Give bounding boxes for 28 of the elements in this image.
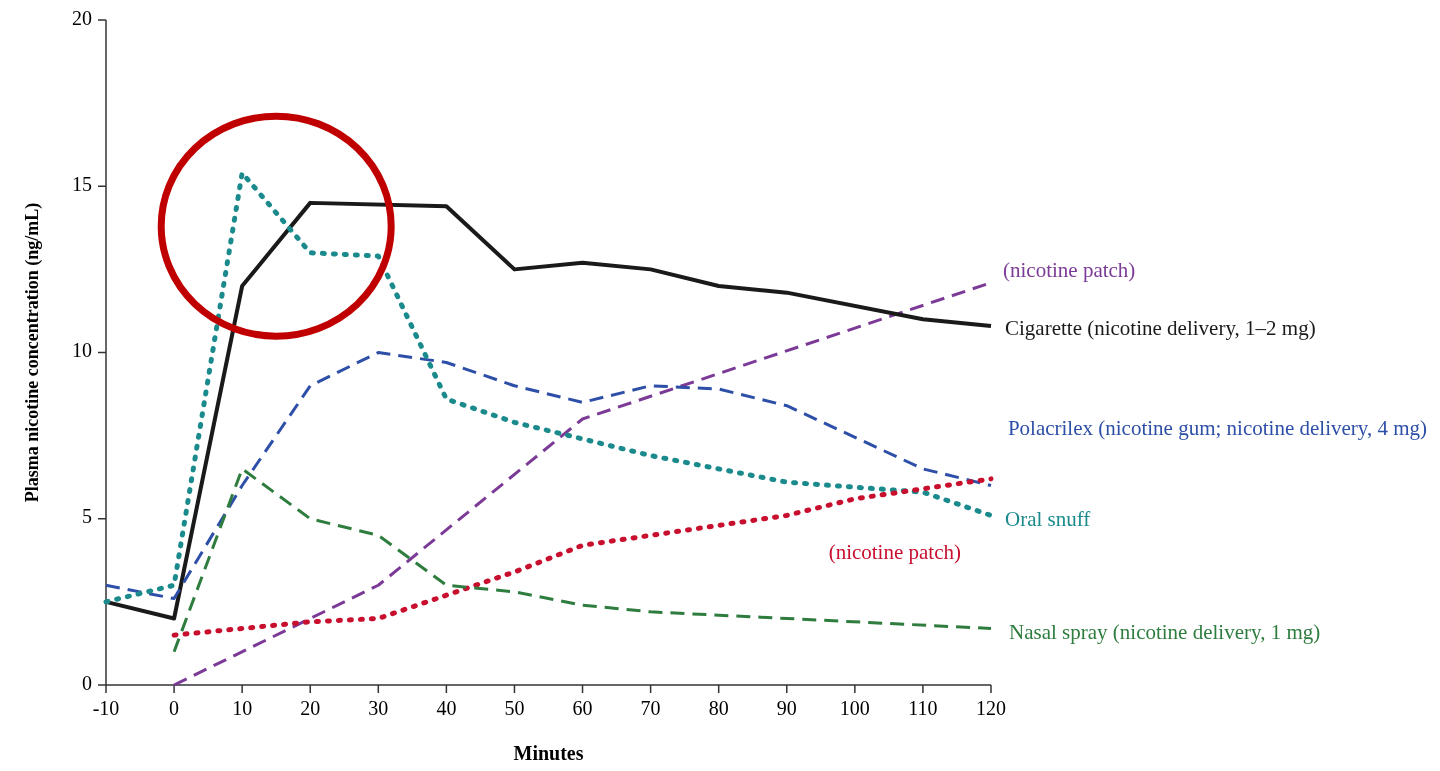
x-tick-label: 120 xyxy=(976,697,1006,719)
series-label: Nasal spray (nicotine delivery, 1 mg) xyxy=(1009,620,1321,645)
line-series xyxy=(104,351,993,601)
series-label: (nicotine patch) xyxy=(828,539,961,564)
x-tick-label: 30 xyxy=(368,697,389,719)
x-tick-label: 100 xyxy=(839,697,870,719)
x-tick-label: 110 xyxy=(908,697,938,719)
y-tick-label: 5 xyxy=(82,505,92,528)
series-label: Oral snuff xyxy=(1005,507,1091,532)
text: Polacrilex (nicotine gum; nicotine delivery, 4 mg) xyxy=(1007,416,1428,441)
x-tick-label: 10 xyxy=(232,697,253,719)
x-tick-label: -10 xyxy=(92,697,120,719)
y-tick-label: 10 xyxy=(72,339,92,362)
x-tick-label: 20 xyxy=(300,697,321,719)
series-label: (nicotine patch) xyxy=(1003,258,1136,283)
series-label: Cigarette (nicotine delivery, 1–2 mg) xyxy=(1005,315,1316,340)
y-tick-label: 0 xyxy=(82,671,92,694)
x-axis-title: Minutes xyxy=(513,742,584,764)
y-tick-label: 15 xyxy=(72,172,92,195)
x-tick-label: 70 xyxy=(640,697,661,719)
x-tick-label: 40 xyxy=(436,697,457,719)
x-tick-label: 90 xyxy=(776,697,797,719)
y-tick-label: 20 xyxy=(72,6,92,29)
x-tick-label: 0 xyxy=(169,697,180,719)
y-axis-title: Plasma nicotine concentration (ng/mL) xyxy=(22,202,43,503)
x-tick-label: 60 xyxy=(572,697,593,719)
x-tick-label: 80 xyxy=(708,697,729,719)
x-tick-label: 50 xyxy=(504,697,525,719)
